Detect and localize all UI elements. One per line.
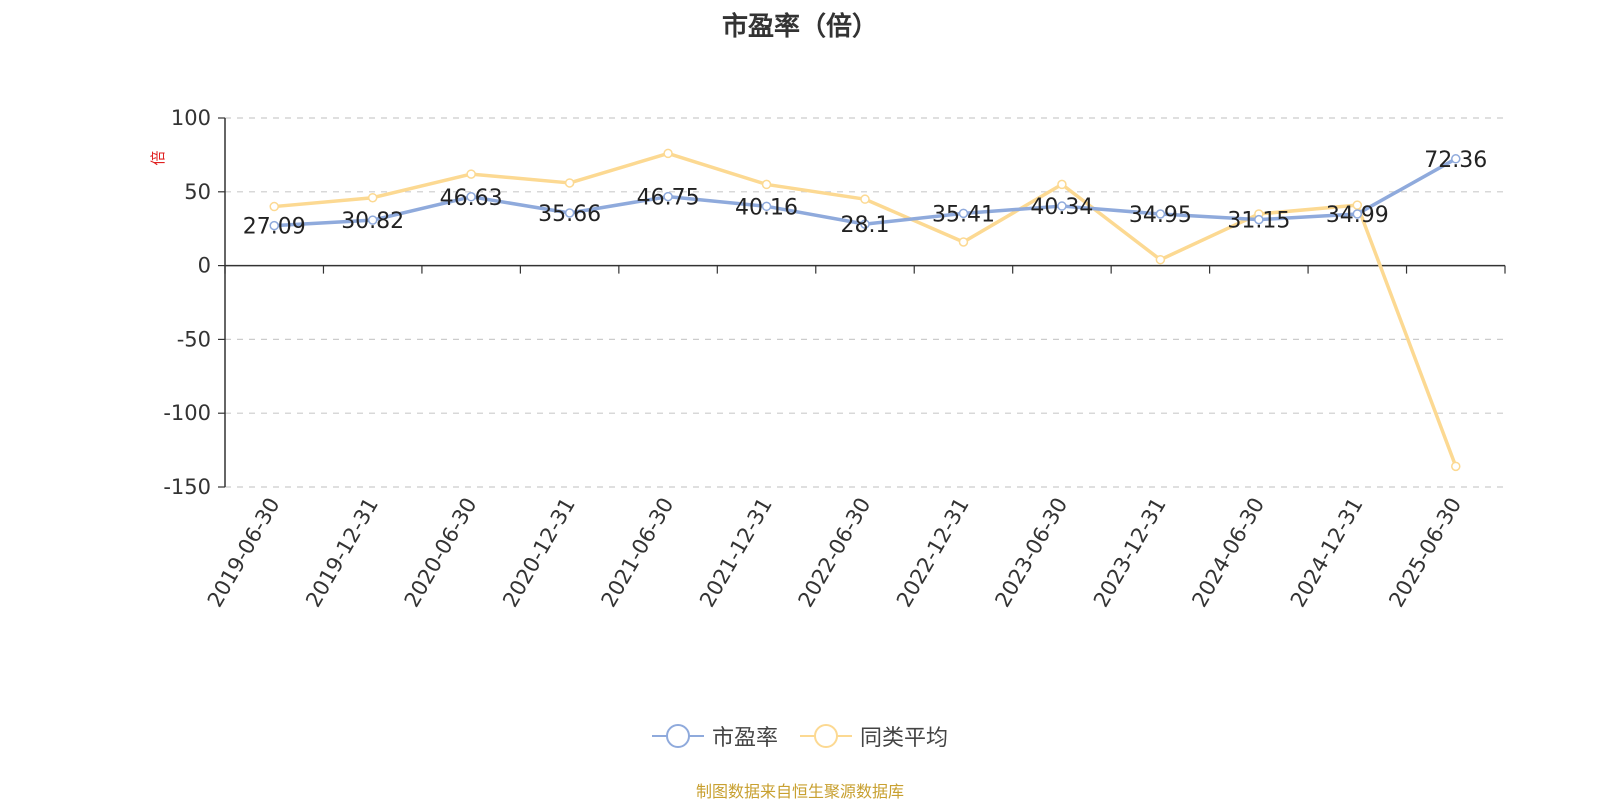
y-axis-label: 倍 bbox=[149, 150, 167, 165]
data-label-pe: 72.36 bbox=[1424, 148, 1487, 173]
data-point-pe bbox=[269, 220, 279, 231]
series-lines bbox=[269, 148, 1461, 472]
y-tick-label: 0 bbox=[198, 254, 211, 278]
data-point-pe bbox=[860, 219, 870, 229]
legend-swatch-pe bbox=[651, 724, 704, 748]
y-tick-label: -150 bbox=[163, 475, 211, 499]
data-label-pe: 35.41 bbox=[932, 202, 995, 227]
data-point-peer-average bbox=[663, 148, 673, 159]
data-point-peer-average bbox=[367, 192, 378, 203]
y-tick-label: 50 bbox=[184, 180, 211, 204]
data-label-pe: 40.34 bbox=[1030, 195, 1093, 220]
x-tick-label: 2024-06-30 bbox=[1187, 494, 1269, 612]
x-tick-label: 2023-06-30 bbox=[990, 494, 1072, 612]
data-label-pe: 40.16 bbox=[735, 195, 798, 220]
data-label-pe: 46.63 bbox=[440, 186, 503, 211]
y-tick-label: 100 bbox=[171, 106, 211, 130]
legend-label-pe: 市盈率 bbox=[711, 726, 778, 751]
data-point-pe bbox=[367, 215, 378, 225]
x-tick-label: 2021-06-30 bbox=[597, 494, 679, 612]
data-point-peer-average bbox=[1451, 461, 1461, 472]
x-tick-label: 2020-12-31 bbox=[498, 494, 580, 612]
data-point-peer-average bbox=[958, 237, 969, 247]
data-point-peer-average bbox=[860, 194, 870, 204]
x-tick-label: 2021-12-31 bbox=[695, 494, 777, 612]
data-point-pe bbox=[958, 208, 969, 219]
x-tick-label: 2025-06-30 bbox=[1384, 494, 1466, 612]
y-tick-label: -50 bbox=[177, 327, 211, 351]
data-label-pe: 34.99 bbox=[1326, 203, 1389, 228]
data-point-peer-average bbox=[1155, 254, 1166, 265]
data-point-peer-average bbox=[564, 178, 575, 188]
x-tick-label: 2019-12-31 bbox=[301, 494, 383, 612]
data-point-peer-average bbox=[1352, 200, 1363, 210]
chart-title: 市盈率（倍） bbox=[721, 12, 878, 42]
grid-lines bbox=[225, 117, 1505, 488]
data-point-pe bbox=[1254, 214, 1264, 225]
data-point-peer-average bbox=[466, 169, 476, 179]
data-label-pe: 30.82 bbox=[341, 209, 404, 234]
data-point-pe bbox=[1451, 154, 1461, 164]
data-label-pe: 27.09 bbox=[243, 215, 306, 240]
data-point-pe bbox=[1352, 209, 1363, 219]
x-tick-label: 2022-12-31 bbox=[892, 494, 974, 612]
data-point-peer-average bbox=[761, 179, 772, 190]
legend-label-peer-average: 同类平均 bbox=[860, 726, 949, 751]
data-point-pe bbox=[564, 208, 575, 218]
data-point-pe bbox=[761, 201, 772, 212]
data-point-pe bbox=[663, 191, 673, 202]
data-labels: 27.09 30.82 46.63 35.66 46.75 40.16 28.1 35.41 4… bbox=[243, 148, 1488, 240]
x-tick-label: 2022-06-30 bbox=[794, 494, 876, 612]
source-note: 制图数据来自恒生聚源数据库 bbox=[695, 782, 904, 801]
y-tick-label: -100 bbox=[163, 401, 211, 425]
legend-swatch-peer-average bbox=[800, 724, 852, 748]
data-label-pe: 31.15 bbox=[1227, 209, 1290, 234]
x-tick-label: 2023-12-31 bbox=[1089, 494, 1171, 612]
data-point-pe bbox=[1057, 201, 1067, 211]
data-point-pe bbox=[1155, 209, 1166, 219]
data-label-pe: 35.66 bbox=[538, 202, 601, 227]
data-point-peer-average bbox=[269, 201, 279, 212]
x-tick-label: 2024-12-31 bbox=[1286, 494, 1368, 612]
data-label-pe: 34.95 bbox=[1129, 203, 1192, 228]
data-label-pe: 28.1 bbox=[841, 213, 890, 238]
data-point-pe bbox=[466, 192, 476, 202]
data-point-peer-average bbox=[1057, 179, 1067, 190]
legend-item-pe[interactable]: 市盈率 bbox=[651, 720, 778, 752]
x-tick-label: 2019-06-30 bbox=[203, 494, 285, 612]
data-label-pe: 46.75 bbox=[637, 186, 700, 211]
legend-item-peer-average[interactable]: 同类平均 bbox=[800, 720, 948, 752]
chart-legend: 市盈率 同类平均 bbox=[0, 720, 1600, 752]
x-tick-label: 2020-06-30 bbox=[400, 493, 482, 611]
